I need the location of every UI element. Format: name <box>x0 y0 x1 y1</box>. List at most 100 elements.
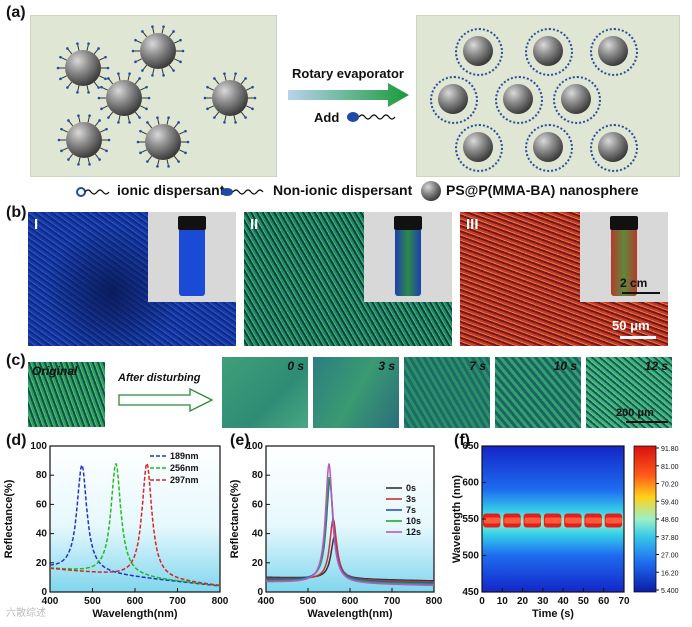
legend-entry: 7s <box>406 505 416 515</box>
dispersant-head <box>60 149 63 153</box>
dispersant-head <box>66 86 69 89</box>
panel-label-f: (f) <box>454 432 470 449</box>
dispersant-head <box>77 163 80 166</box>
dispersant-head <box>59 55 62 59</box>
plot-area <box>265 445 435 593</box>
nanosphere <box>65 50 101 86</box>
vial-cap <box>610 216 638 230</box>
panel-label-b: (b) <box>6 204 27 221</box>
dispersant-head <box>213 77 216 80</box>
dispersant-head <box>87 42 90 45</box>
y-tick-label: 100 <box>246 441 263 452</box>
process-label-bottom: Add <box>314 110 340 125</box>
dispersant-head <box>244 77 247 80</box>
y-tick-label: 40 <box>36 529 48 540</box>
dispersant-head <box>223 121 226 124</box>
scale-bar-inset <box>622 292 660 294</box>
dispersant-head <box>57 138 61 142</box>
legend-entry: 189nm <box>170 451 199 461</box>
dispersant-head <box>60 127 63 131</box>
after-disturbing-label: After disturbing <box>118 372 201 384</box>
time-12s: 12 s <box>644 359 668 373</box>
dispersant-head <box>141 30 144 33</box>
dispersant-head <box>77 114 80 117</box>
dispersant-head <box>179 60 182 64</box>
dispersant-head <box>172 30 175 33</box>
scale-label-c: 200 μm <box>616 407 654 419</box>
dispersant-head <box>105 149 108 153</box>
panel-label-c: (c) <box>6 352 26 369</box>
micrograph-green: II <box>244 212 452 346</box>
dispersant-head <box>206 85 209 89</box>
heatmap-band-core <box>585 517 602 524</box>
dispersant-head <box>223 72 226 75</box>
dispersant-head <box>184 129 187 133</box>
legend-sphere: PS@P(MMA-BA) nanosphere <box>446 182 639 198</box>
add-dispersant-icon <box>347 112 396 122</box>
series-line-189nm <box>49 464 221 587</box>
x-tick-label: 600 <box>342 596 359 607</box>
colorbar-tick-label: 70.20 <box>661 482 679 489</box>
y-tick-label: 550 <box>462 514 479 525</box>
dispersant-head <box>203 96 207 100</box>
x-axis-title: Time (s) <box>532 608 574 620</box>
colorbar-tick-label: 5.400 <box>661 588 679 595</box>
y-tick-label: 500 <box>462 551 479 562</box>
dispersant-head <box>107 138 111 142</box>
y-tick-label: 100 <box>30 441 47 452</box>
dispersant-head <box>162 25 165 28</box>
dispersant-head <box>177 121 180 124</box>
dispersant-head <box>145 107 148 111</box>
y-tick-label: 60 <box>252 499 264 510</box>
dispersant-head <box>76 42 79 45</box>
series-line-7s <box>266 480 434 584</box>
colorbar-tick-label: 37.80 <box>661 535 679 542</box>
dispersant-head <box>106 66 110 70</box>
dispersant-shell <box>455 124 503 172</box>
x-tick-label: 20 <box>517 596 529 607</box>
x-tick-label: 400 <box>42 596 59 607</box>
dispersant-shell <box>590 28 638 76</box>
micrograph-7s: 7 s <box>404 357 490 428</box>
y-tick-label: 20 <box>252 558 264 569</box>
nanosphere <box>533 132 563 162</box>
time-10s: 10 s <box>553 359 577 373</box>
x-tick-label: 500 <box>300 596 317 607</box>
panel-label-e: (e) <box>230 432 250 449</box>
x-axis-title: Wavelength(nm) <box>92 608 177 620</box>
y-tick-label: 60 <box>36 499 48 510</box>
colorbar-tick-label: 59.40 <box>661 499 679 506</box>
x-tick-label: 800 <box>426 596 443 607</box>
dispersant-head <box>88 163 91 166</box>
dispersant-head <box>97 96 101 100</box>
dispersant-head <box>234 72 237 75</box>
y-tick-label: 0 <box>257 587 263 598</box>
dispersant-head <box>151 74 154 77</box>
dispersant-head <box>145 85 148 89</box>
label-original: Original <box>32 364 78 378</box>
x-tick-label: 60 <box>598 596 610 607</box>
y-tick-label: 40 <box>252 529 264 540</box>
dispersant-head <box>97 47 100 50</box>
dispersant-head <box>88 114 91 117</box>
colorbar <box>633 445 657 593</box>
nanosphere <box>561 84 591 114</box>
dispersant-head <box>167 165 170 168</box>
dispersant-head <box>251 85 254 89</box>
nanosphere <box>533 36 563 66</box>
disturb-arrow <box>118 388 214 412</box>
nanosphere <box>145 124 181 160</box>
micrograph-blue: I <box>28 212 236 346</box>
vial-cap <box>178 216 206 230</box>
scale-label-inset: 2 cm <box>620 276 648 290</box>
dispersant-head <box>97 86 100 89</box>
dispersant-head <box>98 158 101 161</box>
heatmap-band-core <box>484 517 501 524</box>
dispersant-head <box>213 116 216 119</box>
y-tick-label: 450 <box>462 587 479 598</box>
micrograph-3s: 3 s <box>313 357 399 428</box>
nanosphere <box>463 36 493 66</box>
x-tick-label: 40 <box>558 596 570 607</box>
vial-inset-green <box>364 212 452 302</box>
y-axis-title: Reflectance(%) <box>3 479 15 558</box>
